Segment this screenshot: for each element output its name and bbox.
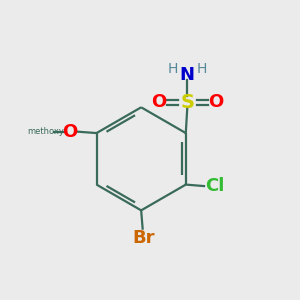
Text: methoxy: methoxy	[27, 127, 64, 136]
Text: S: S	[180, 93, 194, 112]
Text: Cl: Cl	[205, 177, 224, 195]
Text: N: N	[180, 66, 195, 84]
Text: O: O	[62, 123, 78, 141]
Text: H: H	[168, 62, 178, 76]
Text: Br: Br	[133, 229, 155, 247]
Text: O: O	[208, 93, 224, 111]
Text: H: H	[196, 62, 207, 76]
Text: O: O	[151, 93, 166, 111]
